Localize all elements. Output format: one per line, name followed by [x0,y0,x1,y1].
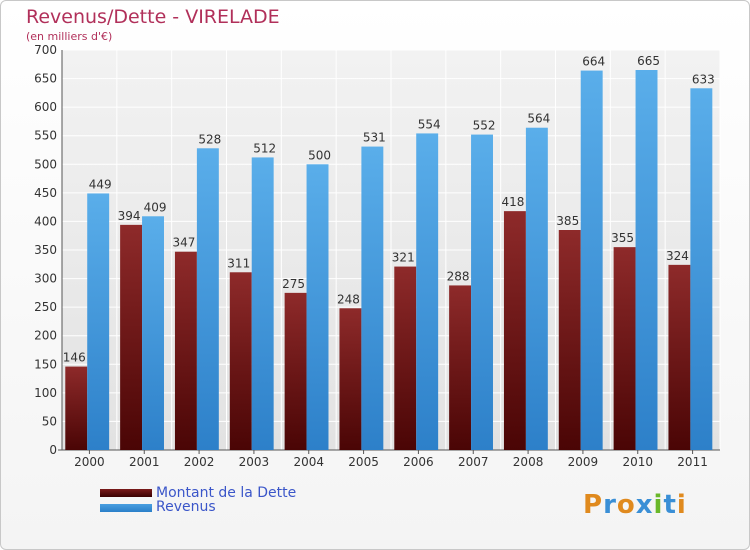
data-label-revenue: 528 [198,132,221,146]
x-tick-label: 2008 [513,455,544,469]
y-tick-label: 350 [34,243,57,257]
bar-revenue [87,193,110,450]
y-tick-label: 650 [34,72,57,86]
x-tick-label: 2004 [293,455,324,469]
legend-swatch-revenue [100,504,152,512]
proxiti-logo: Proxiti [583,490,687,520]
y-tick-label: 250 [34,300,57,314]
legend-label-revenue: Revenus [156,499,216,515]
logo-letter: r [603,490,617,520]
x-tick-label: 2011 [677,455,708,469]
bar-debt [65,366,88,450]
bar-debt [394,266,417,450]
bar-debt [613,247,636,450]
legend-swatch-debt [100,489,152,497]
x-tick-label: 2009 [568,455,599,469]
data-label-debt: 355 [611,231,634,245]
y-tick-label: 450 [34,186,57,200]
y-tick-label: 0 [49,443,57,457]
logo-letter: t [663,490,677,520]
data-label-revenue: 664 [582,55,605,69]
y-tick-label: 150 [34,357,57,371]
y-tick-label: 300 [34,272,57,286]
data-label-revenue: 409 [144,200,167,214]
data-label-revenue: 554 [418,117,441,131]
chart-title: Revenus/Dette - VIRELADE [26,6,280,28]
data-label-revenue: 564 [527,112,550,126]
data-label-revenue: 552 [473,119,496,133]
bar-revenue [580,70,603,451]
bar-revenue [635,70,658,450]
chart-subtitle: (en milliers d'€) [26,30,113,43]
bar-revenue [196,148,219,451]
bar-revenue [690,88,713,451]
logo-letter: o [616,490,636,520]
data-label-debt: 418 [501,195,524,209]
bar-debt [229,272,252,450]
bar-revenue [142,216,164,450]
y-tick-label: 400 [34,214,57,228]
y-tick-label: 600 [34,100,57,114]
bar-revenue [361,146,384,451]
x-tick-label: 2003 [239,455,270,469]
data-label-debt: 288 [447,269,470,283]
bar-revenue [251,157,274,450]
logo-letter: i [653,490,664,520]
bar-debt [503,211,526,450]
y-tick-label: 500 [34,157,57,171]
bar-revenue [306,164,329,451]
x-tick-label: 2002 [184,455,215,469]
data-label-revenue: 512 [253,141,276,155]
data-label-debt: 146 [63,351,86,365]
x-tick-label: 2001 [129,455,160,469]
data-label-debt: 347 [172,236,195,250]
x-tick-label: 2007 [458,455,489,469]
data-label-debt: 394 [118,209,141,223]
x-tick-label: 2010 [622,455,653,469]
y-tick-label: 550 [34,129,57,143]
y-tick-label: 100 [34,386,57,400]
logo-letter: x [635,490,654,520]
data-label-revenue: 500 [308,148,331,162]
bar-revenue [471,134,493,451]
bar-debt [668,264,691,450]
data-label-revenue: 449 [89,177,112,191]
data-label-debt: 275 [282,277,305,291]
bar-debt [339,308,362,450]
bar-revenue [416,133,439,450]
data-label-revenue: 665 [637,54,660,68]
data-label-debt: 248 [337,292,360,306]
data-label-debt: 385 [556,214,579,228]
bar-debt [120,224,143,450]
legend-label-debt: Montant de la Dette [156,485,297,501]
x-tick-label: 2005 [348,455,379,469]
data-label-debt: 321 [392,251,415,265]
y-tick-label: 200 [34,329,57,343]
bar-debt [558,230,581,450]
logo-letter: i [676,490,687,520]
y-tick-label: 50 [42,414,57,428]
data-label-debt: 311 [227,256,250,270]
y-tick-label: 700 [34,43,57,57]
bar-debt [174,251,197,450]
logo-letter: P [583,490,604,520]
data-label-revenue: 531 [363,131,386,145]
data-label-revenue: 633 [692,72,715,86]
x-tick-label: 2006 [403,455,434,469]
x-tick-label: 2000 [74,455,105,469]
bar-revenue [525,127,548,450]
bar-debt [449,285,472,450]
bar-debt [284,292,307,450]
data-label-debt: 324 [666,249,689,263]
